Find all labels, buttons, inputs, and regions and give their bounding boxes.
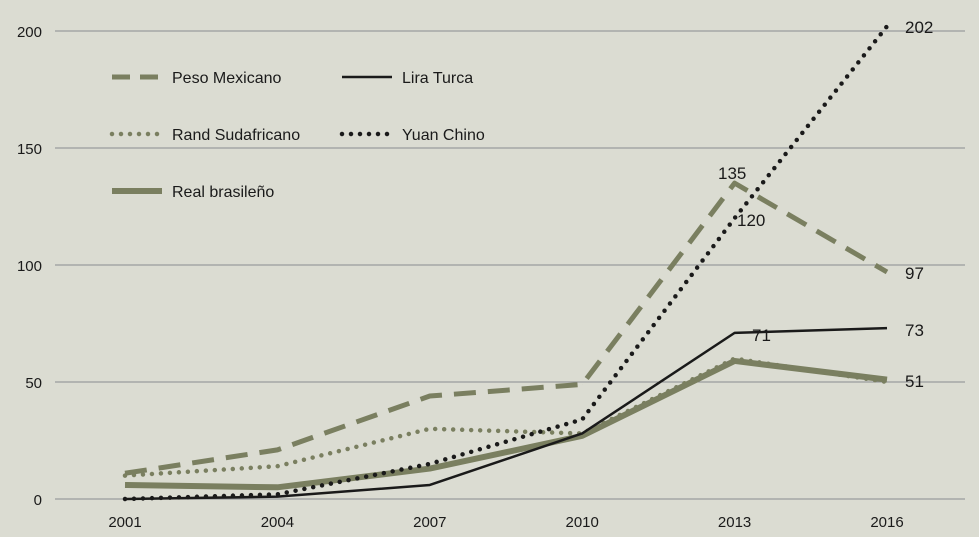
x-tick-label: 2016 xyxy=(870,514,903,531)
series-line-rand-sudafricano xyxy=(122,356,890,478)
y-tick-label: 0 xyxy=(34,492,42,509)
series-line-yuan-chino xyxy=(122,24,890,502)
y-tick-label: 150 xyxy=(17,141,42,158)
x-tick-label: 2007 xyxy=(413,514,446,531)
data-label: 202 xyxy=(905,18,933,37)
data-label: 71 xyxy=(752,326,771,345)
x-tick-label: 2010 xyxy=(566,514,599,531)
series-line-real-brasileño xyxy=(124,357,888,491)
data-label: 73 xyxy=(905,321,924,340)
series-line-lira-turca xyxy=(124,326,888,501)
data-label: 135 xyxy=(718,164,746,183)
legend-label: Real brasileño xyxy=(172,184,274,201)
data-label: 97 xyxy=(905,264,924,283)
y-tick-label: 100 xyxy=(17,258,42,275)
x-tick-label: 2013 xyxy=(718,514,751,531)
legend-label: Yuan Chino xyxy=(402,127,485,144)
legend-label: Rand Sudafricano xyxy=(172,127,300,144)
x-tick-label: 2001 xyxy=(108,514,141,531)
x-tick-label: 2004 xyxy=(261,514,294,531)
series-line-peso-mexicano xyxy=(124,180,889,476)
legend-label: Lira Turca xyxy=(402,70,473,87)
y-tick-label: 50 xyxy=(25,375,42,392)
data-label: 120 xyxy=(737,211,765,230)
y-tick-label: 200 xyxy=(17,24,42,41)
data-label: 51 xyxy=(905,372,924,391)
legend-label: Peso Mexicano xyxy=(172,70,281,87)
